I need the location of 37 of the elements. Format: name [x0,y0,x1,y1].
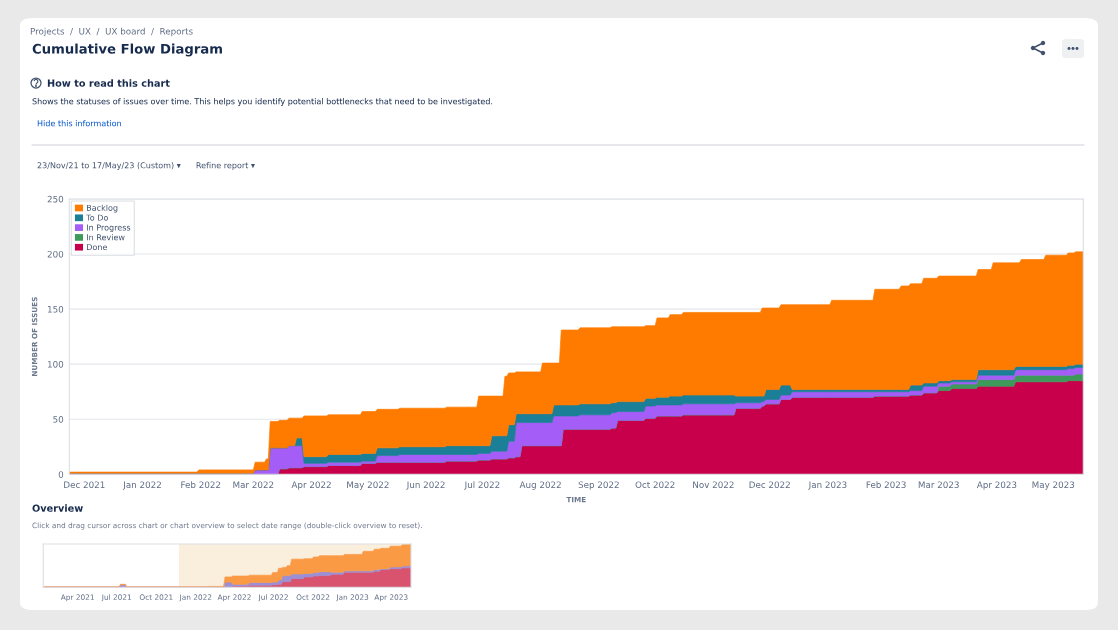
legend-label: Backlog [87,204,118,213]
chart-title: Cumulative Flow Diagram [32,43,222,57]
x-tick-label: Apr 2023 [976,481,1017,490]
text: Refine report ▾ [196,162,255,170]
y-tick-label: 0 [58,471,64,478]
x-tick-label: May 2023 [1032,481,1075,490]
y-tick-label: 50 [53,416,64,423]
x-tick-label: Nov 2022 [693,481,734,489]
x-tick-label: Jul 2022 [464,481,500,490]
x-tick-label: May 2022 [347,481,389,490]
x-tick-label: Dec 2021 [64,481,105,489]
x-tick-label: Dec 2022 [749,481,790,489]
text: Hide this information [37,120,121,127]
legend-label: In Progress [87,224,131,233]
text: Shows the statuses of issues over time. This helps you identify potential bottlenecks that need to be investigated. [32,98,493,106]
y-tick-label: 200 [47,250,64,258]
x-tick-label: Oct 2022 [635,481,675,489]
x-tick-label: Jan 2022 [122,481,161,490]
legend-label: Done [87,244,107,251]
x-tick-label: Jun 2022 [406,481,445,490]
y-tick-label: 250 [47,195,64,203]
legend-label: In Review [87,234,125,241]
text: 23/Nov/21 to 17/May/23 (Custom) ▾ [37,162,181,170]
x-tick-label: Mar 2022 [233,481,274,489]
x-tick-label: Sep 2022 [578,481,619,490]
x-tick-label: Apr 2022 [291,481,331,490]
x-tick-label: Feb 2023 [866,481,906,489]
x-tick-label: Feb 2022 [181,481,221,489]
chart-title: Overview [32,504,83,512]
chart-subtitle: How to read this chart [47,79,170,87]
text: Projects / UX / UX board / Reports [30,27,193,37]
x-tick-label: Aug 2022 [519,481,561,490]
y-tick-label: 150 [48,305,64,313]
y-tick-label: 100 [48,361,64,368]
x-tick-label: Jan 2023 [808,481,847,490]
x-tick-label: Mar 2023 [918,481,959,489]
legend-label: To Do [86,214,108,221]
